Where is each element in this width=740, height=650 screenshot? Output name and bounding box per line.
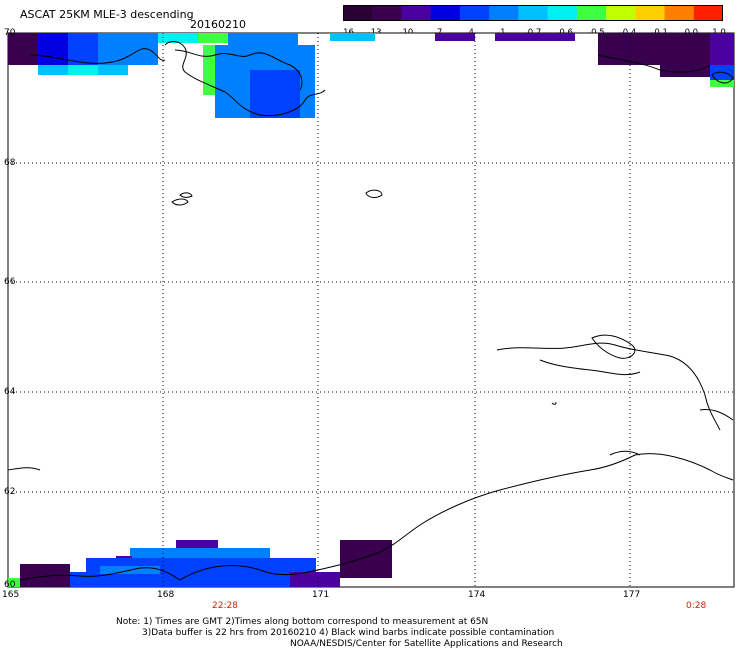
lon-label-168: 168	[157, 590, 175, 600]
lat-label-64: 64	[4, 387, 16, 397]
time-label-left: 22:28	[212, 601, 238, 611]
swath-bottom	[8, 540, 392, 587]
colorbar-swatch	[606, 5, 636, 21]
colorbar-swatch	[430, 5, 461, 21]
colorbar-swatch	[576, 5, 607, 21]
swath-top-left	[8, 33, 375, 118]
colorbar	[343, 5, 723, 21]
colorbar-swatch	[518, 5, 549, 21]
colorbar-swatch	[664, 5, 695, 21]
colorbar-swatch	[635, 5, 666, 21]
lat-label-62: 62	[4, 487, 16, 497]
colorbar-swatch	[343, 5, 373, 21]
lat-label-60: 60	[4, 580, 16, 590]
map-date: 20160210	[190, 18, 246, 31]
graticule	[8, 33, 734, 587]
colorbar-swatch	[401, 5, 432, 21]
colorbar-swatch	[459, 5, 490, 21]
colorbar-swatch	[693, 5, 723, 21]
note-line-3: NOAA/NESDIS/Center for Satellite Applica…	[290, 639, 563, 649]
lon-label-177: 177	[623, 590, 641, 600]
lon-label-174: 174	[468, 590, 486, 600]
coastlines	[7, 41, 734, 581]
colorbar-swatch	[489, 5, 519, 21]
lat-label-68: 68	[4, 158, 16, 168]
lon-label-171: 171	[312, 590, 330, 600]
lat-label-66: 66	[4, 277, 16, 287]
lon-label-165: 165	[2, 590, 20, 600]
colorbar-swatch	[547, 5, 578, 21]
time-label-right: 0:28	[686, 601, 707, 611]
colorbar-frame	[343, 5, 723, 21]
swath-top-right	[435, 33, 734, 87]
lat-label-70: 70	[4, 28, 16, 38]
colorbar-swatch	[372, 5, 402, 21]
note-line-1: Note: 1) Times are GMT 2)Times along bot…	[116, 617, 489, 627]
data-swaths	[8, 33, 734, 587]
map-frame	[7, 32, 735, 588]
map-title: ASCAT 25KM MLE-3 descending	[20, 8, 194, 21]
note-line-2: 3)Data buffer is 22 hrs from 20160210 4)…	[142, 628, 555, 638]
